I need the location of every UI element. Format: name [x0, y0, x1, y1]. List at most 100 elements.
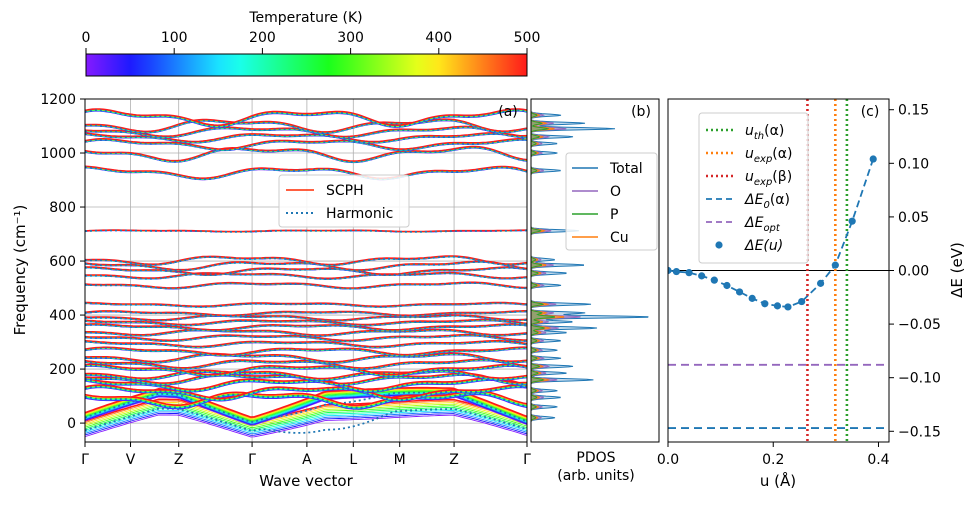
- energy-point: [869, 155, 877, 163]
- panel-c-ytick-label: 0.15: [898, 103, 929, 119]
- colorbar: Temperature (K) 0 100 200 300 400 500: [82, 10, 541, 77]
- energy-point: [761, 300, 769, 308]
- energy-point: [685, 269, 693, 277]
- harmonic-band: [85, 353, 527, 364]
- harmonic-band: [85, 255, 527, 267]
- scph-band: [85, 108, 527, 127]
- legend-point-swatch: [715, 241, 723, 249]
- panel-b-xlabel: PDOS (arb. units): [557, 450, 634, 484]
- harmonic-band: [85, 260, 527, 272]
- panel-a-ytick-label: 600: [49, 254, 76, 270]
- colorbar-tick-label: 500: [514, 30, 541, 46]
- harmonic-band: [85, 282, 527, 290]
- harmonic-band: [85, 334, 527, 343]
- panel-c-ytick-label: 0.00: [898, 264, 929, 280]
- energy-point: [668, 266, 672, 275]
- panel-b-legend-items: Total OP Cu: [572, 161, 643, 246]
- panel-b-pdos: [531, 99, 649, 442]
- scph-band: [85, 109, 527, 127]
- energy-point: [723, 281, 731, 290]
- harmonic-band: [85, 359, 527, 370]
- scph-band: [85, 386, 527, 418]
- pdos-legend-label: Total: [609, 161, 643, 177]
- scph-band: [85, 390, 527, 407]
- panel-a-ytick-label: 0: [67, 416, 76, 432]
- panel-c-ylabel: ΔE (eV): [948, 242, 966, 298]
- panel-b-frame: [530, 98, 660, 443]
- energy-point: [735, 288, 744, 296]
- scph-band: [85, 398, 527, 423]
- panel-a-kpoint-label: L: [349, 452, 357, 468]
- harmonic-band: [85, 109, 527, 128]
- harmonic-band: [85, 347, 527, 357]
- scph-band: [85, 411, 527, 435]
- scph-band: [85, 414, 527, 438]
- harmonic-band: [85, 319, 527, 327]
- panel-a-xlabel: Wave vector: [259, 472, 353, 490]
- panel-a-kpoint-label: Γ: [81, 452, 89, 468]
- harmonic-band: [85, 272, 527, 280]
- colorbar-ticks: 0 100 200 300 400 500: [82, 30, 541, 54]
- legend-argument: (α): [770, 192, 790, 208]
- scph-band: [85, 409, 527, 433]
- pdos-xlabel-line: PDOS: [576, 450, 615, 466]
- panel-c-letter: (c): [861, 104, 880, 120]
- panel-a-ytick-label: 800: [49, 200, 76, 216]
- panel-c-xlabel: u (Å): [760, 471, 796, 490]
- panel-c-legend-label: ΔE(u): [744, 238, 783, 254]
- panel-c-legend-label: uexp(β): [745, 169, 792, 188]
- pdos-legend-label: Cu: [610, 230, 629, 246]
- scph-band: [85, 137, 527, 150]
- panel-b: (b) PDOS (arb. units) Total OP Cu: [530, 98, 660, 484]
- legend-argument: (α): [764, 123, 784, 139]
- harmonic-band: [85, 314, 527, 322]
- energy-point: [784, 303, 792, 311]
- panel-c-xtick-label: 0.2: [762, 452, 784, 468]
- panel-a-ytick-label: 400: [49, 308, 76, 324]
- legend-subscript: exp: [754, 154, 772, 165]
- energy-point: [773, 302, 782, 310]
- colorbar-tick-label: 400: [425, 30, 452, 46]
- panel-c-xticks: 0.0 0.2 0.4: [657, 442, 890, 468]
- panel-a-yticks: 0 200 400 600 800 1000 1200: [40, 92, 85, 432]
- panel-a-kpoint-label: V: [126, 452, 136, 468]
- harmonic-band: [85, 126, 527, 139]
- scph-band: [85, 384, 527, 400]
- panel-c: 0.150.100.050.00−0.05−0.10−0.15 0.0 0.2 0.…: [657, 98, 966, 490]
- panel-a-frame: [84, 98, 528, 443]
- energy-point: [816, 279, 825, 287]
- panel-c-legend-label: uexp(α): [745, 146, 792, 165]
- panel-c-legend-label: uth(α): [745, 123, 784, 142]
- harmonic-band: [85, 407, 527, 434]
- scph-band: [85, 412, 527, 436]
- colorbar-tick-label: 0: [82, 30, 91, 46]
- pdos-fill: [531, 99, 648, 442]
- scph-band: [85, 165, 527, 180]
- colorbar-gradient: [85, 53, 528, 77]
- energy-point: [831, 261, 839, 269]
- legend-scph-label: SCPH: [326, 183, 364, 199]
- harmonic-band: [85, 132, 527, 144]
- pdos-legend-label: P: [610, 207, 618, 223]
- panel-c-ytick-label: 0.05: [898, 210, 929, 226]
- legend-subscript: 0: [763, 200, 769, 211]
- panel-a-bands: [85, 108, 527, 438]
- panel-a-letter: (a): [498, 104, 518, 120]
- harmonic-band: [85, 373, 527, 386]
- panel-c-legend-label: ΔE0(α): [744, 192, 790, 211]
- scph-band: [85, 118, 527, 133]
- colorbar-tick-label: 300: [337, 30, 364, 46]
- harmonic-band: [85, 323, 527, 332]
- pdos-xlabel-line: (arb. units): [557, 468, 634, 484]
- legend-symbol: ΔE: [744, 215, 764, 231]
- scph-band: [85, 145, 527, 162]
- panel-b-legend: Total OP Cu: [565, 152, 658, 251]
- harmonic-band: [85, 138, 527, 152]
- scph-band: [85, 363, 527, 376]
- legend-symbol: u: [745, 169, 754, 185]
- colorbar-title: Temperature (K): [248, 10, 362, 26]
